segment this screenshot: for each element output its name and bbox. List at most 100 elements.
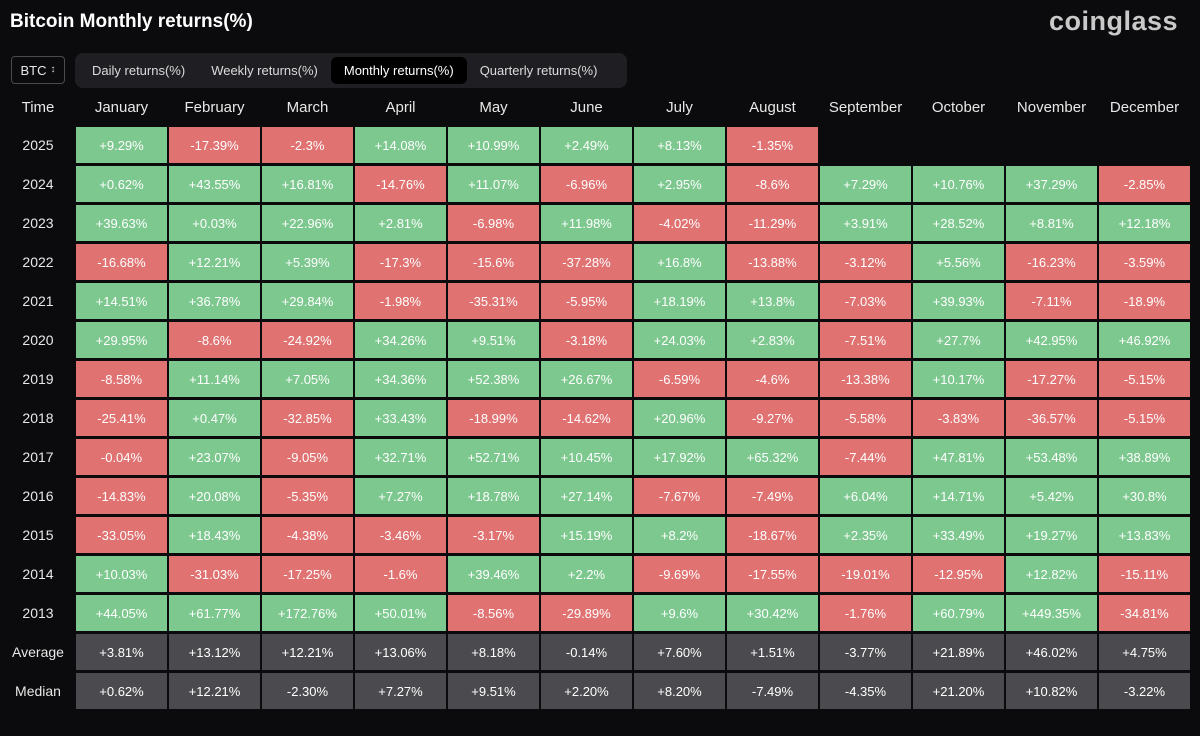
stat-cell: -4.35% xyxy=(820,673,911,709)
return-cell: +9.6% xyxy=(634,595,725,631)
return-cell: +0.62% xyxy=(76,166,167,202)
return-cell: -14.76% xyxy=(355,166,446,202)
return-cell: +30.8% xyxy=(1099,478,1190,514)
stat-cell: +21.20% xyxy=(913,673,1004,709)
table-row: 2020 +29.95% -8.6% -24.92% +34.26% +9.51% -3.1… xyxy=(2,322,1190,358)
column-header-month: September xyxy=(828,99,903,116)
table-row: 2016 -14.83% +20.08% -5.35% +7.27% +18.78% +27… xyxy=(2,478,1190,514)
return-cell: +39.63% xyxy=(76,205,167,241)
return-cell: +65.32% xyxy=(727,439,818,475)
return-cell: -5.35% xyxy=(262,478,353,514)
return-cell: +172.76% xyxy=(262,595,353,631)
column-header-month: July xyxy=(666,99,693,116)
year-label: 2024 xyxy=(22,176,54,192)
column-header-month: February xyxy=(184,99,245,116)
stat-cell: +8.18% xyxy=(448,634,539,670)
empty-cell xyxy=(820,127,911,163)
return-cell: -7.03% xyxy=(820,283,911,319)
return-cell: -25.41% xyxy=(76,400,167,436)
stat-cell: +8.20% xyxy=(634,673,725,709)
return-cell: -1.98% xyxy=(355,283,446,319)
asset-select-value: BTC xyxy=(20,62,47,78)
column-header-month: March xyxy=(286,99,329,116)
return-cell: -12.95% xyxy=(913,556,1004,592)
table-row: 2021 +14.51% +36.78% +29.84% -1.98% -35.31% -5… xyxy=(2,283,1190,319)
tab-weekly-returns[interactable]: Weekly returns(%) xyxy=(211,63,318,78)
return-cell: +30.42% xyxy=(727,595,818,631)
return-cell: -7.67% xyxy=(634,478,725,514)
return-cell: +18.78% xyxy=(448,478,539,514)
column-header-month: November xyxy=(1016,99,1087,116)
return-cell: +19.27% xyxy=(1006,517,1097,553)
return-cell: -34.81% xyxy=(1099,595,1190,631)
stat-label: Median xyxy=(15,683,61,699)
return-cell: -8.56% xyxy=(448,595,539,631)
table-header-row: Time January February March April May June July… xyxy=(2,91,1190,124)
column-header-month: August xyxy=(749,99,796,116)
return-cell: -9.05% xyxy=(262,439,353,475)
return-cell: +2.81% xyxy=(355,205,446,241)
return-cell: +10.03% xyxy=(76,556,167,592)
return-cell: +9.51% xyxy=(448,322,539,358)
return-cell: -4.6% xyxy=(727,361,818,397)
return-cell: -8.6% xyxy=(727,166,818,202)
return-cell: +8.2% xyxy=(634,517,725,553)
return-cell: -17.25% xyxy=(262,556,353,592)
return-cell: -13.88% xyxy=(727,244,818,280)
year-label: 2025 xyxy=(22,137,54,153)
return-cell: -32.85% xyxy=(262,400,353,436)
return-cell: -2.3% xyxy=(262,127,353,163)
return-cell: -9.69% xyxy=(634,556,725,592)
return-cell: +0.47% xyxy=(169,400,260,436)
return-cell: +61.77% xyxy=(169,595,260,631)
return-cell: +43.55% xyxy=(169,166,260,202)
return-cell: +18.19% xyxy=(634,283,725,319)
return-cell: -18.99% xyxy=(448,400,539,436)
stat-row: Average +3.81% +13.12% +12.21% +13.06% +8.18%… xyxy=(2,634,1190,670)
stat-cell: -7.49% xyxy=(727,673,818,709)
return-cell: +60.79% xyxy=(913,595,1004,631)
return-cell: +7.05% xyxy=(262,361,353,397)
return-cell: +32.71% xyxy=(355,439,446,475)
return-cell: +52.71% xyxy=(448,439,539,475)
table-row: 2025 +9.29% -17.39% -2.3% +14.08% +10.99% +2.4… xyxy=(2,127,1190,163)
return-cell: +29.95% xyxy=(76,322,167,358)
return-cell: -8.6% xyxy=(169,322,260,358)
stat-cell: +13.06% xyxy=(355,634,446,670)
return-cell: +34.26% xyxy=(355,322,446,358)
return-cell: +11.07% xyxy=(448,166,539,202)
return-cell: +10.45% xyxy=(541,439,632,475)
return-cell: +2.2% xyxy=(541,556,632,592)
year-label: 2017 xyxy=(22,449,54,465)
return-cell: -5.15% xyxy=(1099,400,1190,436)
return-cell: +16.81% xyxy=(262,166,353,202)
column-header-month: May xyxy=(479,99,508,116)
column-header-month: April xyxy=(385,99,416,116)
return-cell: +449.35% xyxy=(1006,595,1097,631)
tab-quarterly-returns[interactable]: Quarterly returns(%) xyxy=(479,63,598,78)
tab-monthly-returns[interactable]: Monthly returns(%) xyxy=(330,57,467,84)
stat-cell: +13.12% xyxy=(169,634,260,670)
return-cell: +50.01% xyxy=(355,595,446,631)
return-cell: +39.46% xyxy=(448,556,539,592)
return-cell: +39.93% xyxy=(913,283,1004,319)
return-cell: -14.83% xyxy=(76,478,167,514)
return-cell: +44.05% xyxy=(76,595,167,631)
return-cell: -4.02% xyxy=(634,205,725,241)
stat-cell: -3.22% xyxy=(1099,673,1190,709)
return-cell: +0.03% xyxy=(169,205,260,241)
return-cell: -7.49% xyxy=(727,478,818,514)
return-cell: +33.43% xyxy=(355,400,446,436)
table-row: 2024 +0.62% +43.55% +16.81% -14.76% +11.07% -6… xyxy=(2,166,1190,202)
return-cell: -8.58% xyxy=(76,361,167,397)
return-cell: +2.35% xyxy=(820,517,911,553)
stat-cell: +12.21% xyxy=(169,673,260,709)
return-cell: +28.52% xyxy=(913,205,1004,241)
year-label: 2019 xyxy=(22,371,54,387)
empty-cell xyxy=(1006,127,1097,163)
return-cell: +5.56% xyxy=(913,244,1004,280)
stat-row: Median +0.62% +12.21% -2.30% +7.27% +9.51% +2.… xyxy=(2,673,1190,709)
return-cell: +38.89% xyxy=(1099,439,1190,475)
asset-select[interactable]: BTC ↕ xyxy=(11,56,65,84)
tab-daily-returns[interactable]: Daily returns(%) xyxy=(92,63,186,78)
